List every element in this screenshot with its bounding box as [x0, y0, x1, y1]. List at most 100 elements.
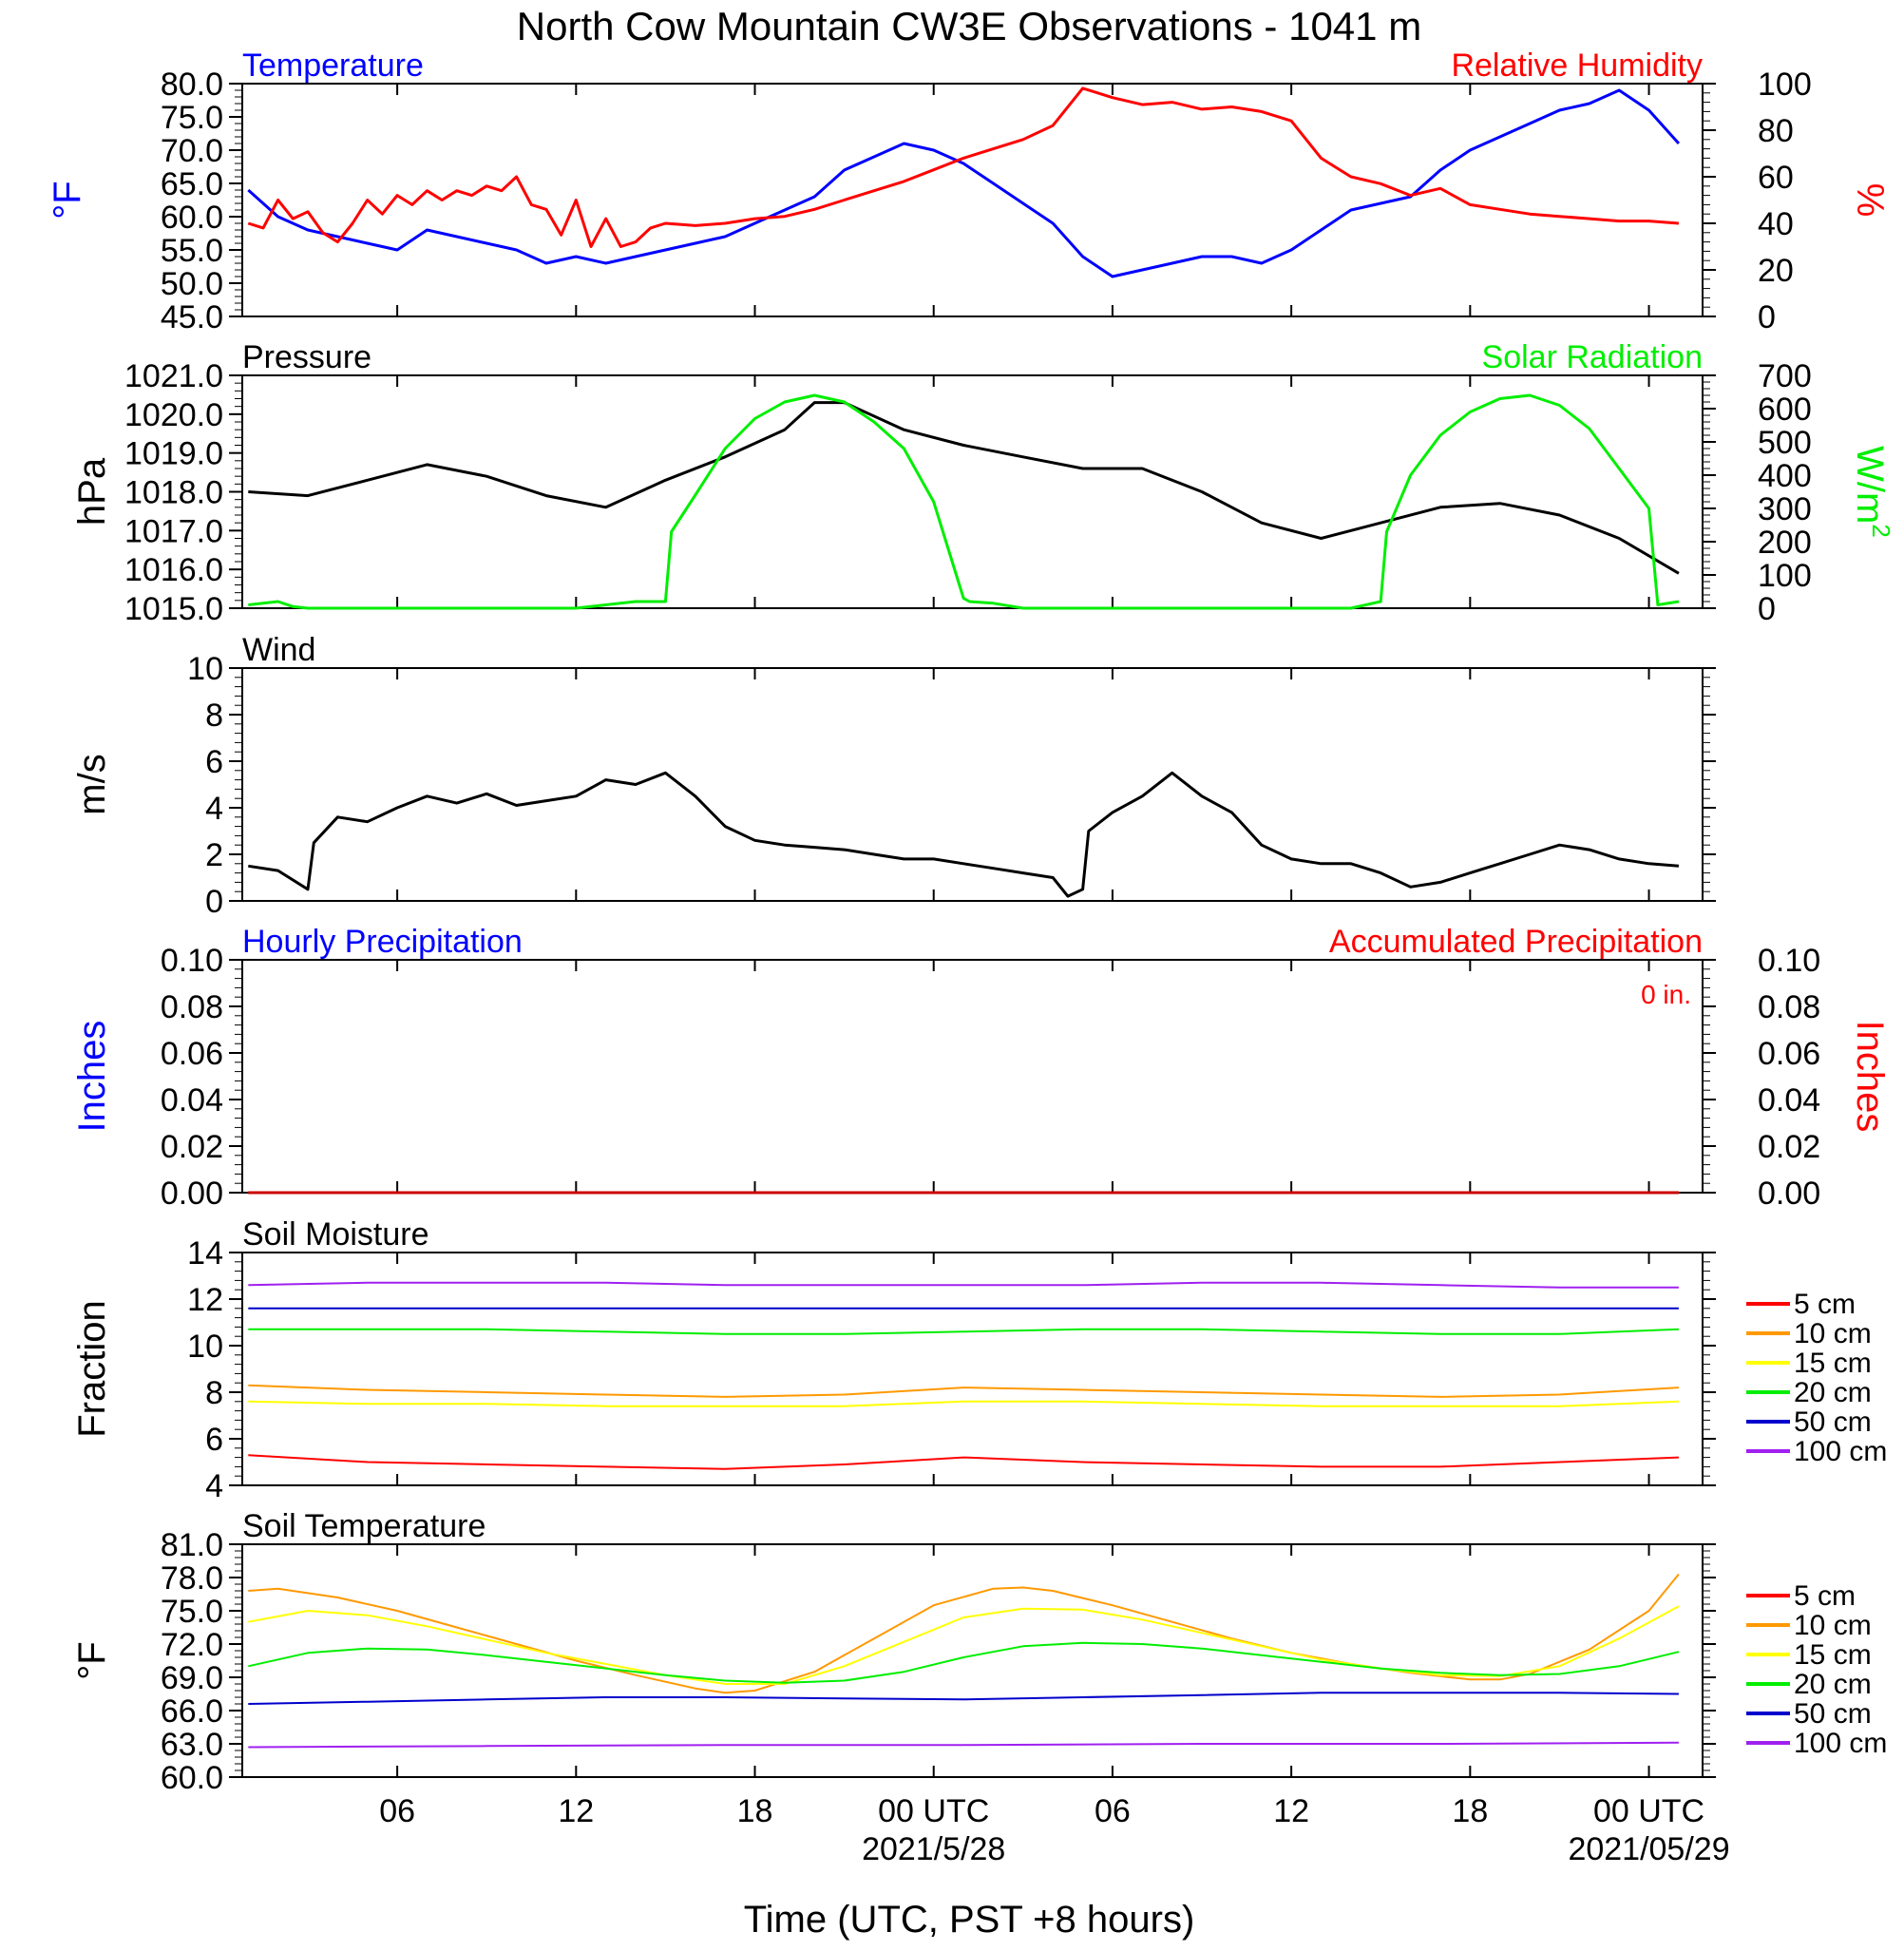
y-tick-label-left: 0.02 — [161, 1129, 223, 1165]
y-tick-label-left: 0.00 — [161, 1176, 223, 1212]
y-tick-label-left: 60.0 — [161, 1760, 223, 1796]
y-tick-label-left: 70.0 — [161, 133, 223, 169]
y-tick-label-right: 0.02 — [1758, 1129, 1820, 1165]
x-tick-label: 12 — [1273, 1793, 1309, 1829]
plot-frame — [241, 667, 1704, 902]
panel-0: 45.050.055.060.065.070.075.080.0 0 20 40 60 8… — [47, 48, 1891, 335]
x-tick-label: 18 — [1452, 1793, 1488, 1829]
y-tick-label-left: 66.0 — [161, 1693, 223, 1730]
panel-title-left: Soil Temperature — [242, 1508, 486, 1544]
y-tick-label-right: 0.00 — [1758, 1176, 1820, 1212]
legend-label: 5 cm — [1794, 1580, 1856, 1612]
y-tick-label-left: 14 — [187, 1235, 223, 1272]
y-axis-label-superscript: 2 — [1867, 524, 1895, 537]
panel-title-left: Wind — [242, 632, 315, 668]
series-line-15-cm — [248, 1400, 1679, 1407]
series-line-20-cm — [248, 1641, 1680, 1684]
y-tick-label-left: 0 — [205, 884, 223, 920]
y-tick-label-right: 500 — [1758, 425, 1812, 461]
series-line-10-cm — [248, 1573, 1680, 1694]
plot-frame — [241, 83, 1704, 317]
y-tick-label-left: 1016.0 — [124, 552, 223, 588]
series-line-100-cm — [248, 1281, 1679, 1289]
panel-5: 60.063.066.069.072.075.078.081.0 Soil Tem… — [71, 1508, 1887, 1796]
y-tick-label-left: 75.0 — [161, 100, 223, 136]
y-tick-label-left: 0.10 — [161, 943, 223, 979]
series-line-temperature — [247, 88, 1681, 278]
y-tick-label-right: 100 — [1758, 558, 1812, 594]
x-axis-label: Time (UTC, PST +8 hours) — [744, 1899, 1195, 1941]
panel-2: 0 2 4 6 8 10 Wind m/s — [71, 632, 1716, 920]
y-tick-label-left: 55.0 — [161, 233, 223, 269]
y-tick-label-left: 6 — [205, 744, 223, 780]
y-tick-label-right: 20 — [1758, 253, 1794, 289]
panels: 45.050.055.060.065.070.075.080.002040608… — [47, 48, 1895, 1796]
plot-frame — [241, 1252, 1704, 1486]
y-tick-label-left: 1018.0 — [124, 475, 223, 511]
y-tick-label-left: 4 — [205, 1468, 223, 1504]
y-tick-label-left: 1021.0 — [124, 358, 223, 394]
plot-frame — [241, 959, 1704, 1194]
series-line-50-cm — [248, 1692, 1679, 1705]
y-tick-label-right: 0 — [1758, 299, 1776, 335]
panel-1: 1015.01016.01017.01018.01019.01020.01021… — [71, 339, 1895, 627]
y-tick-label-left: 12 — [187, 1282, 223, 1318]
y-axis-label-left: °F — [47, 181, 88, 219]
y-tick-label-left: 8 — [205, 698, 223, 734]
legend-label: 20 cm — [1794, 1377, 1872, 1408]
series-line-solar-radiation — [248, 393, 1680, 610]
panel-3: 0.00 0.02 0.04 0.06 0.08 0.10 0.00 0.02 0.04 0.06… — [71, 924, 1891, 1212]
panel-title-right: Solar Radiation — [1482, 339, 1703, 375]
y-tick-label-left: 50.0 — [161, 266, 223, 302]
y-tick-label-right: 0.10 — [1758, 943, 1820, 979]
x-date-label: 2021/5/28 — [862, 1831, 1005, 1867]
y-axis-label-right: W/m2 — [1849, 446, 1895, 538]
series-line-pressure — [248, 401, 1680, 575]
y-tick-label-left: 0.08 — [161, 989, 223, 1025]
y-tick-label-right: 40 — [1758, 206, 1794, 242]
y-tick-label-left: 72.0 — [161, 1627, 223, 1663]
series-line-5-cm — [248, 1454, 1679, 1470]
y-tick-label-left: 1015.0 — [124, 591, 223, 627]
y-tick-label-left: 10 — [187, 1329, 223, 1365]
y-tick-label-right: 0.08 — [1758, 989, 1820, 1025]
plot-frame — [241, 374, 1704, 609]
y-tick-label-left: 1020.0 — [124, 397, 223, 433]
y-tick-label-left: 4 — [205, 791, 223, 827]
y-tick-label-left: 65.0 — [161, 166, 223, 202]
legend-label: 5 cm — [1794, 1289, 1856, 1320]
y-tick-label-left: 78.0 — [161, 1560, 223, 1597]
panel-title-left: Temperature — [242, 48, 424, 84]
x-tick-label: 06 — [379, 1793, 415, 1829]
legend-label: 50 cm — [1794, 1406, 1872, 1438]
y-tick-label-right: 300 — [1758, 491, 1812, 527]
legend-label: 15 cm — [1794, 1348, 1872, 1379]
y-tick-label-right: 0.06 — [1758, 1036, 1820, 1072]
y-tick-label-left: 2 — [205, 837, 223, 873]
y-tick-label-left: 6 — [205, 1422, 223, 1458]
panel-title-left: Pressure — [242, 339, 371, 375]
series-line-relative-humidity — [247, 86, 1680, 248]
legend-label: 100 cm — [1794, 1728, 1887, 1759]
y-tick-label-right: 0.04 — [1758, 1082, 1820, 1119]
series-line-15-cm — [248, 1605, 1680, 1685]
legend-label: 10 cm — [1794, 1318, 1872, 1349]
legend-label: 100 cm — [1794, 1436, 1887, 1467]
figure-title: North Cow Mountain CW3E Observations - 1… — [517, 4, 1421, 48]
y-tick-label-left: 0.04 — [161, 1082, 223, 1119]
legend-label: 20 cm — [1794, 1669, 1872, 1700]
x-tick-label: 18 — [737, 1793, 773, 1829]
x-tick-label: 06 — [1095, 1793, 1131, 1829]
series-line-10-cm — [248, 1384, 1679, 1398]
legend-label: 50 cm — [1794, 1698, 1872, 1730]
y-tick-label-left: 1019.0 — [124, 436, 223, 472]
y-tick-label-left: 0.06 — [161, 1036, 223, 1072]
legend-label: 10 cm — [1794, 1610, 1872, 1641]
series-line-wind — [248, 771, 1680, 898]
y-tick-label-right: 0 — [1758, 591, 1776, 627]
y-tick-label-right: 700 — [1758, 358, 1812, 394]
y-axis-label-left: Inches — [71, 1021, 113, 1133]
y-tick-label-left: 45.0 — [161, 299, 223, 335]
y-tick-label-left: 10 — [187, 651, 223, 687]
